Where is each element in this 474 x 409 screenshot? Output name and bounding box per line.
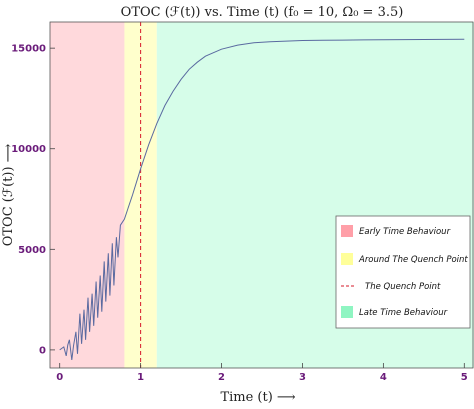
legend-label-quench: The Quench Point bbox=[365, 282, 441, 292]
x-tick-label: 1 bbox=[137, 372, 144, 383]
x-axis-ticks: 0 1 2 3 4 5 bbox=[56, 363, 468, 383]
x-axis-label: Time (t) ⟶ bbox=[220, 390, 295, 405]
legend-label-late: Late Time Behaviour bbox=[359, 308, 448, 318]
legend-swatch-around bbox=[341, 253, 353, 265]
x-tick-label: 4 bbox=[380, 372, 387, 383]
legend-box bbox=[335, 215, 471, 329]
y-tick-label: 10000 bbox=[11, 144, 46, 155]
plot-frame bbox=[49, 21, 474, 369]
y-axis-ticks: 0 5000 10000 15000 bbox=[11, 44, 55, 356]
legend-swatch-early bbox=[341, 225, 353, 237]
x-tick-label: 0 bbox=[56, 372, 63, 383]
x-tick-label: 5 bbox=[461, 372, 468, 383]
legend-label-early: Early Time Behaviour bbox=[359, 227, 451, 237]
x-tick-label: 3 bbox=[299, 372, 306, 383]
x-tick-label: 2 bbox=[218, 372, 225, 383]
legend-label-around: Around The Quench Point bbox=[358, 255, 468, 265]
y-axis-label: OTOC (ℱ(t)) ⟶ bbox=[1, 143, 16, 246]
y-tick-label: 15000 bbox=[11, 44, 46, 55]
y-tick-label: 5000 bbox=[18, 245, 46, 256]
legend: Early Time Behaviour Around The Quench P… bbox=[335, 215, 471, 329]
otoc-curve bbox=[59, 38, 465, 361]
legend-swatch-late bbox=[341, 306, 353, 318]
y-tick-label: 0 bbox=[39, 345, 46, 356]
chart-title: OTOC (ℱ(t)) vs. Time (t) (f₀ = 10, Ω₀ = … bbox=[121, 5, 404, 20]
